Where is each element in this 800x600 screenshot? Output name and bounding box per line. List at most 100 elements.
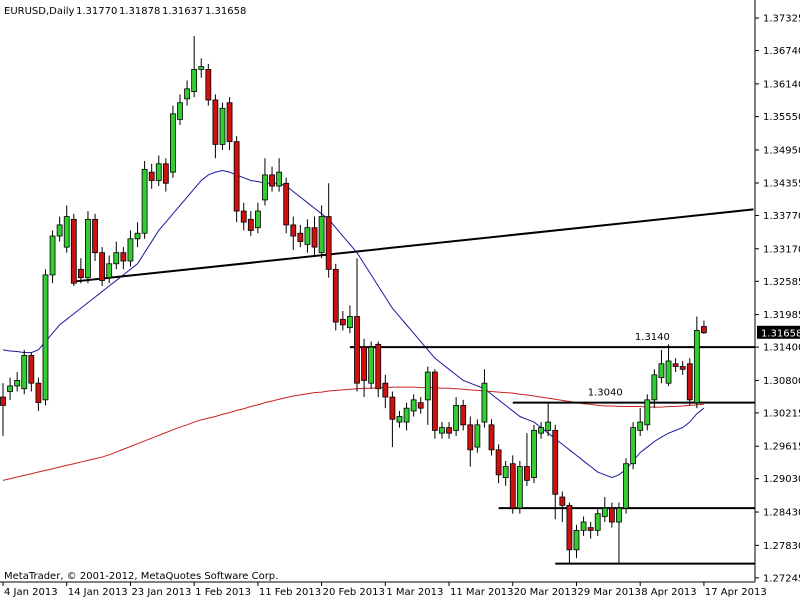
candle-body	[70, 218, 77, 284]
candle-body	[120, 252, 127, 262]
candle	[410, 394, 417, 417]
candle	[226, 97, 233, 150]
candle	[531, 424, 537, 484]
candle	[254, 202, 261, 234]
candle-body	[290, 224, 297, 237]
candle-body	[240, 210, 247, 223]
candle-body	[686, 363, 693, 401]
candle	[403, 402, 410, 431]
candle	[7, 377, 13, 400]
candle-body	[7, 385, 13, 392]
candle	[368, 341, 375, 389]
candle-body	[658, 363, 665, 379]
candle	[325, 183, 332, 278]
candle	[106, 255, 113, 284]
candle-body	[198, 66, 205, 70]
x-tick-label: 8 Apr 2013	[641, 587, 696, 598]
candle-body	[439, 427, 445, 434]
candle-body	[538, 427, 544, 434]
candle-body	[481, 382, 488, 423]
y-tick-label: 1.32585	[763, 277, 800, 288]
candle-body	[339, 318, 346, 326]
candle	[424, 366, 431, 425]
candle	[665, 344, 672, 386]
candle-body	[49, 235, 56, 276]
current-price-box	[757, 325, 800, 339]
candle-body	[141, 168, 148, 234]
candle	[148, 163, 155, 189]
moving-average	[2, 386, 704, 481]
candle-body	[623, 463, 629, 509]
candle	[587, 522, 594, 539]
candle	[580, 516, 587, 536]
candle-body	[247, 218, 254, 231]
candle-body	[630, 427, 637, 465]
y-tick-label: 1.27830	[763, 541, 800, 552]
candle	[113, 241, 120, 270]
candle	[28, 352, 35, 392]
candle-body	[389, 396, 396, 420]
candle	[460, 399, 467, 431]
candle-body	[219, 107, 226, 145]
y-tick-label: 1.37325	[763, 14, 800, 25]
candle-body	[417, 402, 424, 409]
candle-body	[573, 529, 580, 551]
candle-body	[332, 268, 339, 323]
candle-body	[77, 268, 84, 279]
candle	[431, 369, 438, 439]
candle-body	[502, 466, 509, 478]
candle	[474, 419, 481, 453]
candle-body	[524, 466, 530, 481]
candle-body	[587, 527, 594, 531]
candle-body	[127, 238, 134, 262]
candle-body	[410, 399, 417, 412]
y-tick-label: 1.27245	[763, 573, 800, 584]
header-value: 1.31658	[205, 6, 246, 17]
candle-body	[495, 449, 502, 476]
candle-body	[269, 174, 275, 187]
candle-body	[616, 507, 622, 523]
candle	[304, 219, 311, 253]
candle	[170, 105, 176, 178]
candle	[290, 216, 297, 250]
candle-body	[566, 504, 573, 551]
candle-body	[637, 421, 644, 431]
y-tick-label: 1.31400	[763, 343, 800, 354]
candle	[616, 502, 622, 564]
candle-body	[191, 69, 198, 93]
candle	[127, 230, 134, 267]
candle-body	[347, 316, 353, 329]
candle-body	[368, 346, 375, 384]
candle-body	[262, 174, 268, 201]
y-tick-label: 1.30215	[763, 408, 800, 419]
candle	[177, 94, 183, 125]
candle-body	[304, 227, 311, 245]
trendline	[73, 208, 754, 283]
candle	[573, 524, 580, 559]
candle-body	[531, 429, 537, 478]
candle	[155, 155, 162, 187]
candle-body	[28, 355, 35, 384]
y-tick-label: 1.36140	[763, 79, 800, 90]
candle-body	[148, 171, 155, 181]
candle-body	[545, 421, 552, 431]
candle	[467, 416, 474, 467]
candle	[120, 247, 127, 270]
header-value: 1.31637	[162, 6, 203, 17]
candle	[339, 310, 346, 331]
candle-body	[106, 263, 113, 279]
candle	[247, 211, 254, 237]
candle-body	[460, 405, 467, 426]
candle	[56, 216, 63, 242]
candle-body	[297, 232, 304, 242]
candle-body	[651, 374, 658, 401]
chart-title: EURUSD,Daily	[4, 6, 75, 17]
candle-body	[254, 210, 261, 229]
y-tick-label: 1.34950	[763, 145, 800, 156]
candle	[162, 158, 169, 192]
x-tick-label: 23 Jan 2013	[131, 587, 191, 598]
y-tick-label: 1.36740	[763, 46, 800, 57]
candle	[601, 497, 608, 523]
candle-body	[644, 399, 651, 426]
candle-body	[276, 171, 283, 187]
